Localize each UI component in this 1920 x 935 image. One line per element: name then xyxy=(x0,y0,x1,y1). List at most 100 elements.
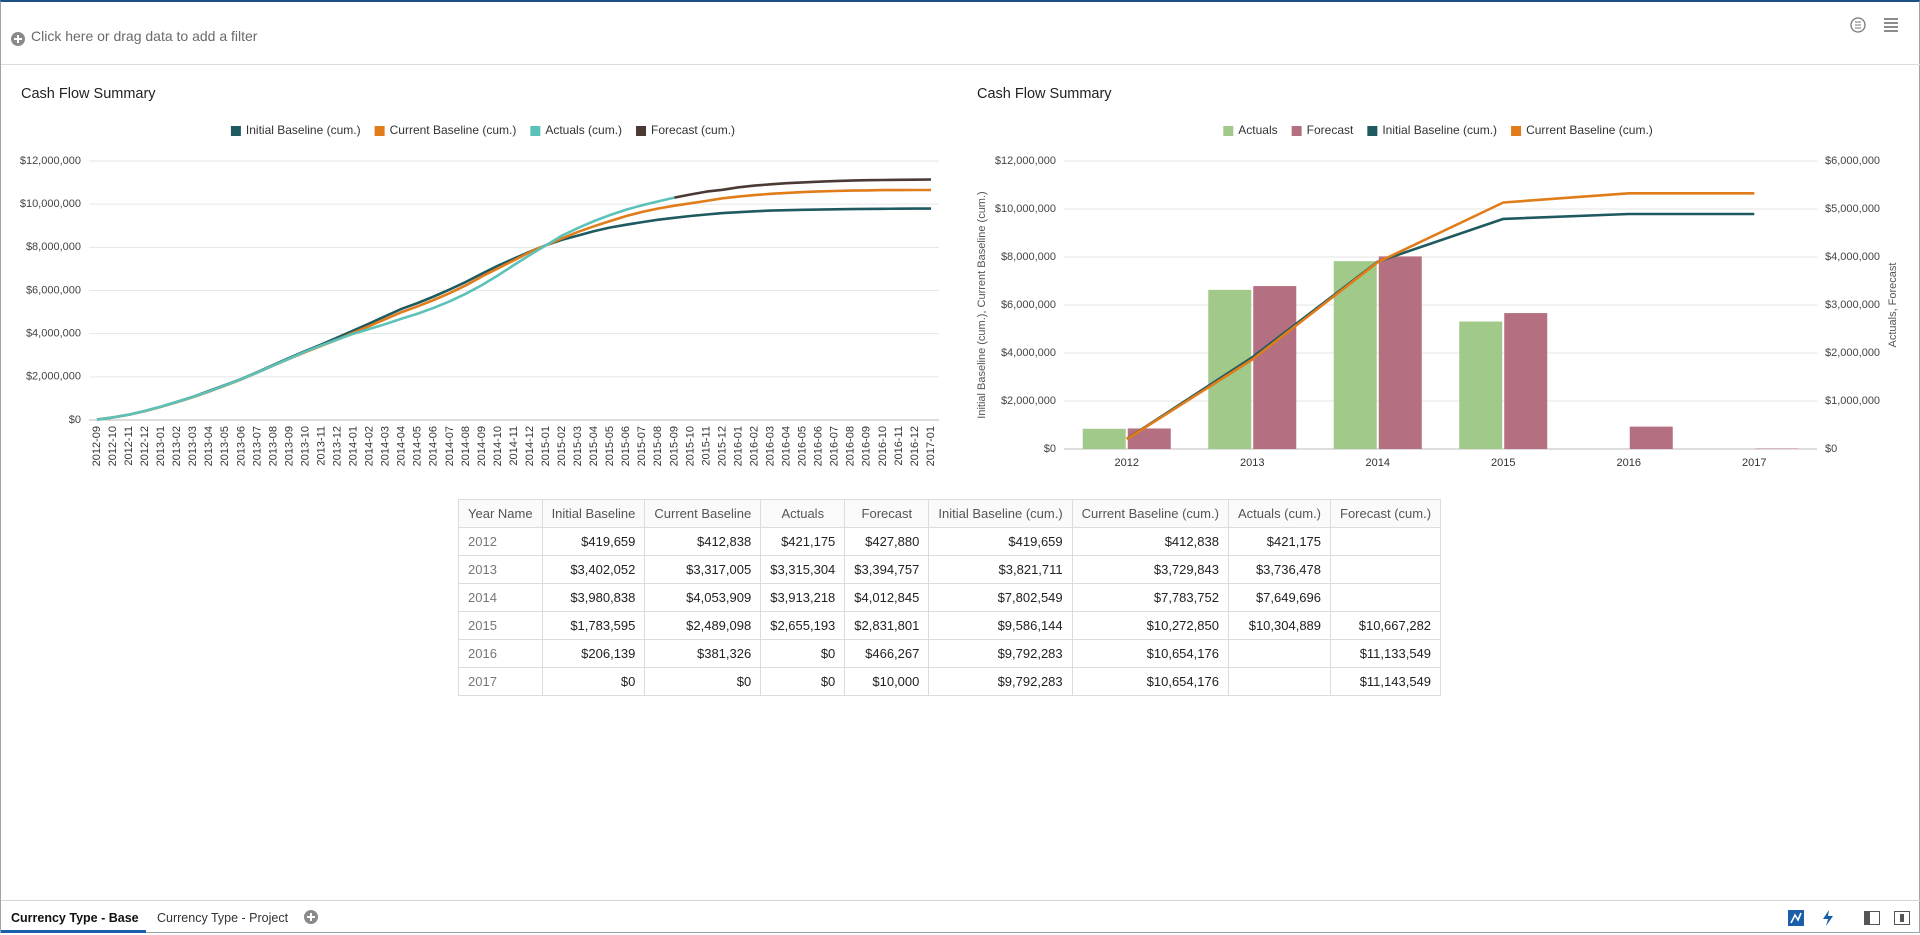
table-cell: $419,659 xyxy=(929,528,1072,556)
y2-tick-label: $4,000,000 xyxy=(1825,251,1880,263)
tab[interactable]: Currency Type - Base xyxy=(11,911,139,925)
x-tick-label: 2015 xyxy=(1491,457,1515,469)
chart-title: Cash Flow Summary xyxy=(21,86,156,102)
x-tick-label: 2012-12 xyxy=(139,426,151,466)
table-cell: $11,133,549 xyxy=(1331,640,1441,668)
x-tick-label: 2016-12 xyxy=(909,426,921,466)
column-header[interactable]: Forecast xyxy=(845,500,929,528)
table-cell: $3,402,052 xyxy=(542,556,645,584)
x-tick-label: 2014-06 xyxy=(428,426,440,466)
lightning-icon[interactable] xyxy=(1819,909,1837,927)
x-tick-label: 2016-01 xyxy=(732,426,744,466)
y-tick-label: $8,000,000 xyxy=(26,241,81,253)
add-tab-icon[interactable] xyxy=(303,909,319,925)
x-tick-label: 2015-12 xyxy=(716,426,728,466)
column-header[interactable]: Current Baseline (cum.) xyxy=(1072,500,1228,528)
y-tick-label: $12,000,000 xyxy=(20,155,81,167)
table-cell: $10,654,176 xyxy=(1072,668,1228,696)
table-cell: $7,649,696 xyxy=(1228,584,1330,612)
legend-swatch xyxy=(375,126,385,136)
x-tick-label: 2013-03 xyxy=(187,426,199,466)
column-header[interactable]: Initial Baseline (cum.) xyxy=(929,500,1072,528)
x-tick-label: 2015-05 xyxy=(604,426,616,466)
x-tick-label: 2013-08 xyxy=(267,426,279,466)
table-cell: $1,783,595 xyxy=(542,612,645,640)
chart: Cash Flow Summary$0$2,000,000$4,000,000$… xyxy=(20,86,939,467)
visual-icon[interactable] xyxy=(1787,909,1805,927)
x-tick-label: 2014-08 xyxy=(460,426,472,466)
table-cell: $9,792,283 xyxy=(929,668,1072,696)
table-cell: $7,783,752 xyxy=(1072,584,1228,612)
left-panel-icon[interactable] xyxy=(1863,909,1881,927)
x-tick-label: 2013-11 xyxy=(315,426,327,466)
table-cell: $4,053,909 xyxy=(645,584,761,612)
column-header[interactable]: Forecast (cum.) xyxy=(1331,500,1441,528)
column-header[interactable]: Actuals (cum.) xyxy=(1228,500,1330,528)
legend-swatch xyxy=(231,126,241,136)
table-cell: $3,736,478 xyxy=(1228,556,1330,584)
bar xyxy=(1459,322,1502,449)
y-tick-label: $0 xyxy=(69,414,81,426)
table-cell: $3,821,711 xyxy=(929,556,1072,584)
table-cell: $2,831,801 xyxy=(845,612,929,640)
bar xyxy=(1253,286,1296,449)
x-tick-label: 2015-08 xyxy=(652,426,664,466)
legend: Initial Baseline (cum.)Current Baseline … xyxy=(231,123,735,137)
table-cell: 2012 xyxy=(459,528,543,556)
x-tick-label: 2012-10 xyxy=(107,426,119,466)
x-tick-label: 2013 xyxy=(1240,457,1264,469)
right-panel-icon[interactable] xyxy=(1893,909,1911,927)
y2-tick-label: $3,000,000 xyxy=(1825,299,1880,311)
table-cell: $0 xyxy=(542,668,645,696)
y-tick-label: $12,000,000 xyxy=(995,155,1056,167)
x-tick-label: 2015-02 xyxy=(556,426,568,466)
tab[interactable]: Currency Type - Project xyxy=(157,911,288,925)
table-cell xyxy=(1331,584,1441,612)
x-tick-label: 2012-09 xyxy=(91,426,103,466)
legend-label: Actuals xyxy=(1238,123,1277,137)
x-tick-label: 2015-10 xyxy=(684,426,696,466)
table-cell: $0 xyxy=(761,668,845,696)
table-cell: $3,394,757 xyxy=(845,556,929,584)
table-cell xyxy=(1331,528,1441,556)
column-header[interactable]: Year Name xyxy=(459,500,543,528)
bar xyxy=(1504,313,1547,449)
column-header[interactable]: Initial Baseline xyxy=(542,500,645,528)
table-row: 2015$1,783,595$2,489,098$2,655,193$2,831… xyxy=(459,612,1441,640)
x-tick-label: 2016-08 xyxy=(845,426,857,466)
charts-canvas: Cash Flow Summary$0$2,000,000$4,000,000$… xyxy=(1,2,1920,897)
line xyxy=(97,198,674,420)
y2-axis-title: Actuals, Forecast xyxy=(1887,263,1899,348)
legend-swatch xyxy=(530,126,540,136)
x-tick-label: 2016-10 xyxy=(877,426,889,466)
column-header[interactable]: Actuals xyxy=(761,500,845,528)
table-row: 2013$3,402,052$3,317,005$3,315,304$3,394… xyxy=(459,556,1441,584)
column-header[interactable]: Current Baseline xyxy=(645,500,761,528)
x-tick-label: 2013-07 xyxy=(251,426,263,466)
table-cell: $421,175 xyxy=(1228,528,1330,556)
x-tick-label: 2015-06 xyxy=(620,426,632,466)
x-tick-label: 2014-03 xyxy=(380,426,392,466)
y2-tick-label: $5,000,000 xyxy=(1825,203,1880,215)
legend-label: Actuals (cum.) xyxy=(545,123,622,137)
x-tick-label: 2014-04 xyxy=(396,426,408,466)
table-cell: $9,586,144 xyxy=(929,612,1072,640)
x-tick-label: 2013-12 xyxy=(331,426,343,466)
x-tick-label: 2016-05 xyxy=(797,426,809,466)
y-axis-title: Initial Baseline (cum.), Current Baselin… xyxy=(976,191,988,418)
legend-swatch xyxy=(1292,126,1302,136)
y-tick-label: $6,000,000 xyxy=(1001,299,1056,311)
table-cell: $3,315,304 xyxy=(761,556,845,584)
table-cell: $412,838 xyxy=(645,528,761,556)
x-tick-label: 2014-09 xyxy=(476,426,488,466)
table-cell xyxy=(1331,556,1441,584)
table-cell: $9,792,283 xyxy=(929,640,1072,668)
x-tick-label: 2013-06 xyxy=(235,426,247,466)
table-row: 2016$206,139$381,326$0$466,267$9,792,283… xyxy=(459,640,1441,668)
x-tick-label: 2015-09 xyxy=(668,426,680,466)
legend-swatch xyxy=(1367,126,1377,136)
bar xyxy=(1208,290,1251,449)
legend-swatch xyxy=(636,126,646,136)
table-cell: 2017 xyxy=(459,668,543,696)
table-cell: $10,304,889 xyxy=(1228,612,1330,640)
